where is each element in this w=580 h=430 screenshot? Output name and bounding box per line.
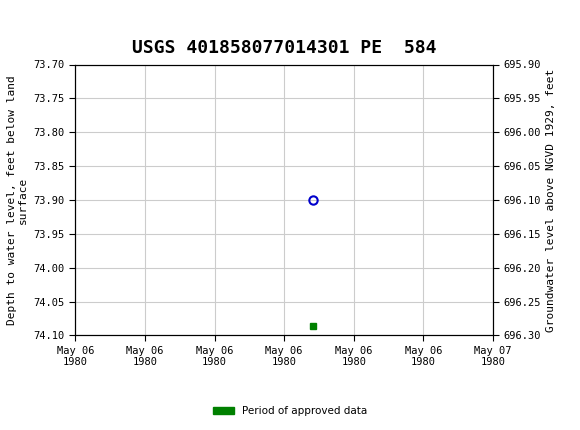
Y-axis label: Depth to water level, feet below land
surface: Depth to water level, feet below land su… <box>6 75 28 325</box>
Y-axis label: Groundwater level above NGVD 1929, feet: Groundwater level above NGVD 1929, feet <box>546 68 556 332</box>
Text: ≡USGS: ≡USGS <box>9 10 85 29</box>
Title: USGS 401858077014301 PE  584: USGS 401858077014301 PE 584 <box>132 40 437 57</box>
Legend: Period of approved data: Period of approved data <box>209 402 371 421</box>
